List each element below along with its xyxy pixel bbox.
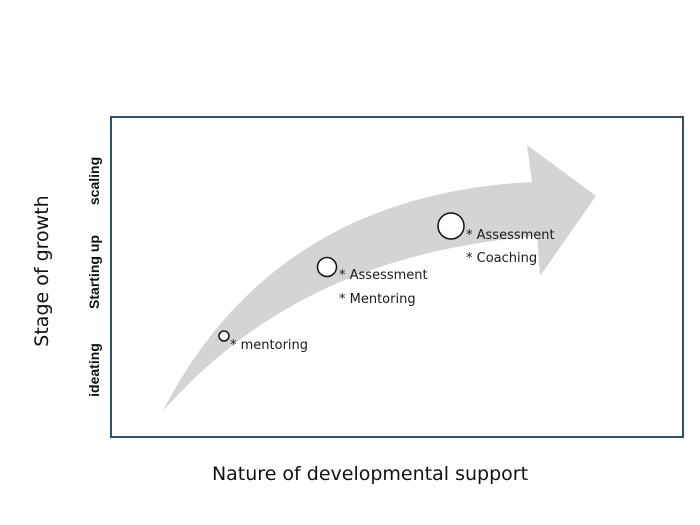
node-circle-scaling bbox=[437, 212, 465, 240]
node-circle-ideating bbox=[218, 330, 230, 342]
growth-arrow bbox=[163, 145, 596, 411]
x-axis-title: Nature of developmental support bbox=[212, 463, 528, 485]
stage-label-ideating: ideating bbox=[86, 343, 102, 397]
diagram-frame bbox=[110, 116, 684, 438]
y-axis-title: Stage of growth bbox=[31, 195, 53, 346]
node-label-scaling-line-2: * Coaching bbox=[466, 251, 537, 266]
node-label-ideating-line-1: * mentoring bbox=[230, 338, 308, 353]
node-label-scaling-line-1: * Assessment bbox=[466, 228, 555, 243]
stage-label-starting-up: Starting up bbox=[86, 235, 102, 309]
node-circle-starting-up bbox=[316, 256, 338, 278]
stage-label-scaling: scaling bbox=[86, 157, 102, 205]
node-label-starting-up-line-2: * Mentoring bbox=[339, 292, 416, 307]
node-label-starting-up-line-1: * Assessment bbox=[339, 268, 428, 283]
